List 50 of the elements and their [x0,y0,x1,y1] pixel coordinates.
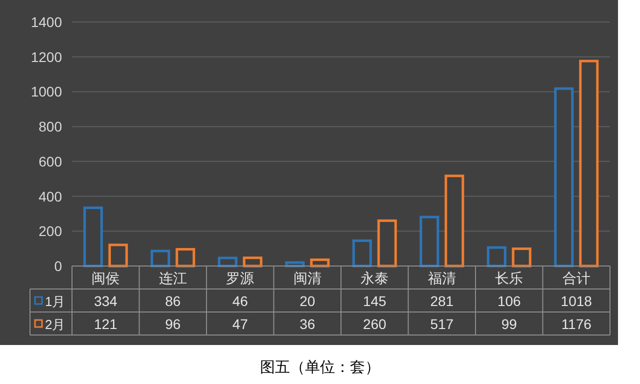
legend-label: 1月 [45,294,66,309]
data-label: 96 [165,316,181,332]
data-label: 517 [430,316,454,332]
text: 图五（单位：套） [260,359,380,376]
y-tick-label: 600 [38,153,62,170]
bar [579,60,599,268]
bar [352,239,372,268]
x-tick-label: 永泰 [360,270,389,286]
data-label: 121 [94,316,118,332]
y-tick-label: 800 [38,118,62,135]
x-tick-label: 长乐 [495,270,524,286]
x-tick-label: 闽侯 [92,270,120,286]
bar [310,258,330,268]
y-tick-label: 1200 [30,48,62,65]
data-label: 1176 [561,316,592,332]
data-label: 260 [362,316,387,332]
data-label: 36 [300,316,316,332]
data-label: 47 [232,316,248,332]
bar [83,206,103,268]
y-tick-label: 1400 [30,14,62,30]
data-label: 86 [165,293,181,309]
bar [554,87,574,268]
bar [512,247,532,268]
bar [150,250,170,268]
x-tick-label: 罗源 [226,270,254,286]
data-label: 99 [501,316,518,332]
y-tick-label: 1000 [30,84,62,100]
x-tick-label: 连江 [158,270,187,286]
x-tick-label: 合计 [562,270,590,286]
x-tick-label: 福清 [428,270,456,286]
data-label: 106 [497,293,522,309]
data-label: 145 [362,293,387,309]
bar [420,216,440,268]
y-tick-label: 0 [54,258,62,274]
bar [377,219,397,268]
bar [218,256,238,268]
bar [444,174,464,268]
data-label: 281 [430,293,454,309]
data-label: 1018 [560,293,592,309]
bar [242,256,262,268]
data-label: 46 [232,293,248,309]
x-tick-label: 闽清 [293,270,322,286]
legend-label: 2月 [45,317,66,332]
data-label: 20 [300,293,316,309]
bar [108,244,128,268]
data-label: 334 [94,293,118,309]
y-tick-label: 200 [38,223,62,240]
y-tick-label: 400 [38,188,62,204]
bar [176,248,196,268]
bar [486,246,506,268]
